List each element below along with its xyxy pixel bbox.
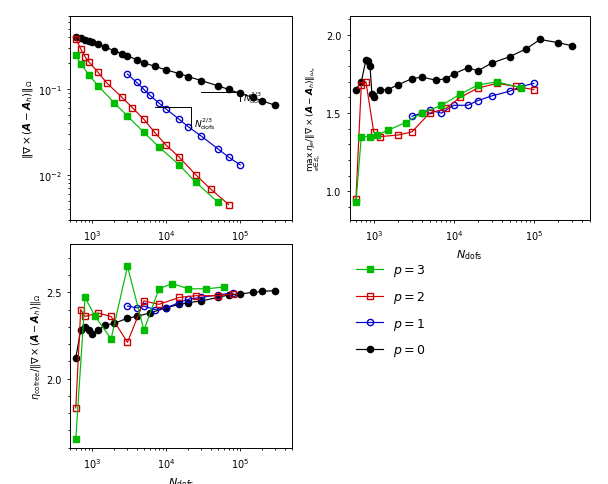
Text: $N_\mathrm{dofs}^{1/3}$: $N_\mathrm{dofs}^{1/3}$: [243, 90, 265, 106]
Y-axis label: $\|\nabla\times(\boldsymbol{A}-\boldsymbol{A}_h)\|_\Omega$: $\|\nabla\times(\boldsymbol{A}-\boldsymb…: [21, 79, 35, 158]
X-axis label: $N_\mathrm{dofs}$: $N_\mathrm{dofs}$: [168, 248, 194, 262]
Y-axis label: $\max_{e\in\mathcal{E}_h}\,\eta_e/\|\nabla\times(\boldsymbol{A}-\boldsymbol{A}_h: $\max_{e\in\mathcal{E}_h}\,\eta_e/\|\nab…: [305, 66, 323, 171]
X-axis label: $N_\mathrm{dofs}$: $N_\mathrm{dofs}$: [168, 475, 194, 484]
X-axis label: $N_\mathrm{dofs}$: $N_\mathrm{dofs}$: [457, 248, 483, 262]
Y-axis label: $\eta_\mathrm{cofree}/\|\nabla\times(\boldsymbol{A}-\boldsymbol{A}_h)\|_\Omega$: $\eta_\mathrm{cofree}/\|\nabla\times(\bo…: [29, 293, 43, 399]
Text: $N_\mathrm{dofs}^{2/3}$: $N_\mathrm{dofs}^{2/3}$: [195, 116, 216, 132]
Legend: $p=3$, $p=2$, $p=1$, $p=0$: $p=3$, $p=2$, $p=1$, $p=0$: [356, 263, 426, 359]
